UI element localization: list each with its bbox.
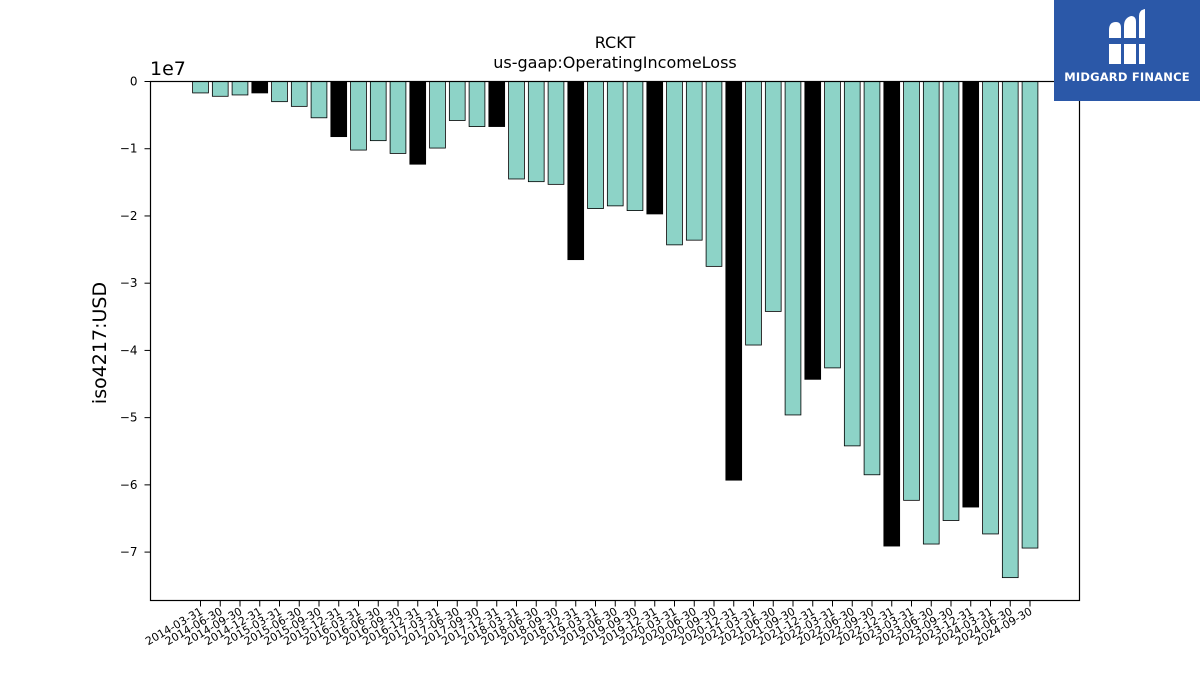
bar-2014-06-30 — [211, 81, 229, 97]
bar-2016-12-31 — [409, 81, 427, 165]
y-tick-label: −4 — [120, 343, 138, 357]
chart-title: RCKT — [595, 33, 636, 52]
bar-2015-06-30 — [290, 81, 308, 107]
bar-2017-09-30 — [468, 81, 486, 127]
y-tick-label: −2 — [120, 209, 138, 223]
bar-2015-12-31 — [330, 81, 348, 138]
bar-2021-06-30 — [764, 81, 782, 312]
bar-2020-03-31 — [666, 81, 683, 246]
x-axis-ticks: 2014-03-312014-06-302014-09-302014-12-31… — [143, 600, 1035, 648]
bar-2021-09-30 — [784, 81, 802, 416]
bar-2016-09-30 — [389, 81, 407, 154]
bar-2023-12-31 — [962, 81, 980, 508]
bar-2016-03-31 — [350, 81, 367, 151]
brand-name: MIDGARD FINANCE — [1064, 70, 1190, 84]
plot-frame — [149, 80, 1081, 602]
bar-2022-06-30 — [843, 81, 861, 447]
bar-2015-09-30 — [310, 81, 328, 119]
midgard-logo-icon — [1107, 9, 1147, 64]
bar-2014-12-31 — [251, 81, 269, 94]
bar-2021-03-31 — [745, 81, 762, 346]
y-tick-label: −1 — [120, 142, 138, 156]
y-tick-label: −3 — [120, 276, 138, 290]
bar-2024-09-30 — [1021, 81, 1039, 549]
y-axis-ticks: 0 −1 −2 −3 −4 −5 −6 −7 — [120, 75, 151, 559]
y-tick-label: −5 — [120, 411, 138, 425]
bar-2021-12-31 — [804, 81, 822, 380]
bar-2019-03-31 — [587, 81, 604, 209]
bar-2020-12-31 — [725, 81, 743, 481]
bar-2024-03-31 — [982, 81, 999, 535]
y-tick-label: −7 — [120, 545, 138, 559]
bar-2019-12-31 — [646, 81, 664, 215]
bar-2014-03-31 — [192, 81, 209, 94]
brand-logo: MIDGARD FINANCE — [1054, 0, 1200, 101]
bar-2017-03-31 — [429, 81, 446, 149]
bar-2023-09-30 — [942, 81, 960, 521]
y-axis-label: iso4217:USD — [89, 282, 111, 404]
y-tick-label: −6 — [120, 478, 138, 492]
bar-2023-06-30 — [922, 81, 940, 545]
bar-2023-03-31 — [903, 81, 920, 501]
chart-subtitle: us-gaap:OperatingIncomeLoss — [493, 53, 737, 72]
bar-2020-09-30 — [705, 81, 723, 267]
bar-2019-09-30 — [626, 81, 644, 211]
bar-2018-06-30 — [527, 81, 545, 183]
bar-2022-03-31 — [824, 81, 841, 369]
bar-2015-03-31 — [271, 81, 288, 103]
y-tick-label: 0 — [130, 75, 138, 89]
bar-2019-06-30 — [606, 81, 624, 207]
bar-2016-06-30 — [369, 81, 387, 142]
y-scale-label: 1e7 — [150, 58, 186, 80]
bar-2024-06-30 — [1001, 81, 1019, 579]
bar-2020-06-30 — [685, 81, 703, 241]
bar-2022-09-30 — [863, 81, 881, 476]
bar-2014-09-30 — [231, 81, 249, 96]
bar-2017-06-30 — [448, 81, 466, 121]
bar-series — [192, 81, 1039, 579]
bar-2018-09-30 — [547, 81, 565, 185]
bar-2022-12-31 — [883, 81, 901, 547]
bar-2018-12-31 — [567, 81, 585, 261]
bar-2017-12-31 — [488, 81, 506, 127]
bar-2018-03-31 — [508, 81, 525, 180]
